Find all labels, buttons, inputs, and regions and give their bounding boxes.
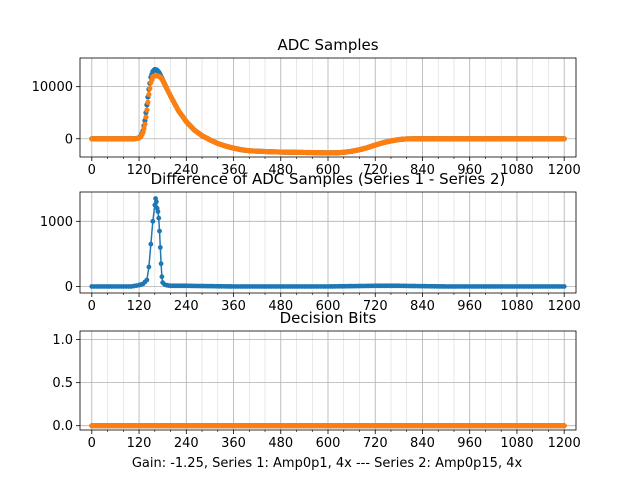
y-tick-label: 1000 <box>40 215 73 230</box>
chart-title: Decision Bits <box>280 309 377 327</box>
data-point <box>156 215 162 221</box>
data-point <box>148 241 154 247</box>
chart-panel-3: 0 120 240 360 480 600 720 840 960 1080 1200 0.0 0.5 1… <box>52 309 580 451</box>
data-point <box>146 91 152 98</box>
data-point <box>158 261 164 267</box>
y-tick-label: 0 <box>65 280 73 295</box>
data-point <box>157 244 163 250</box>
data-point <box>142 121 148 127</box>
x-tick-label: 0 <box>88 299 96 314</box>
axes-frame <box>79 330 577 431</box>
data-point <box>143 114 149 120</box>
x-tick-label: 120 <box>127 163 152 178</box>
x-tick-label: 120 <box>127 299 152 314</box>
y-tick-label: 0.0 <box>52 419 73 434</box>
data-point <box>150 218 156 224</box>
data-point <box>144 107 150 113</box>
y-tick-label: 1.0 <box>52 333 73 348</box>
x-tick-label: 1080 <box>500 163 533 178</box>
x-tick-label: 840 <box>410 299 435 314</box>
x-tick-label: 840 <box>410 163 435 178</box>
x-tick-label: 600 <box>316 436 341 451</box>
x-tick-label: 600 <box>316 299 341 314</box>
data-point <box>141 125 147 131</box>
x-tick-label: 600 <box>316 163 341 178</box>
x-tick-label: 360 <box>221 163 246 178</box>
x-tick-label: 240 <box>174 436 199 451</box>
data-point <box>561 136 567 142</box>
data-point <box>561 284 567 289</box>
x-tick-label: 480 <box>268 436 293 451</box>
x-tick-label: 0 <box>88 436 96 451</box>
chart-panel-2: 0 120 240 360 480 600 720 840 960 1080 1200 0 1000 Di… <box>40 170 581 314</box>
data-point <box>144 277 150 283</box>
axes-layer: 0 120 240 360 480 600 720 840 960 1080 1200010000A… <box>32 36 581 451</box>
data-point <box>159 274 165 280</box>
x-tick-label: 960 <box>457 436 482 451</box>
data-point <box>146 264 152 270</box>
chart-title: Difference of ADC Samples (Series 1 - Se… <box>151 170 506 188</box>
series-2 <box>89 73 567 156</box>
data-point <box>153 199 159 205</box>
x-tick-label: 720 <box>363 299 388 314</box>
series-1 <box>89 196 567 289</box>
x-tick-label: 1200 <box>548 299 581 314</box>
data-point <box>147 85 153 92</box>
data-point <box>561 423 567 429</box>
x-tick-label: 1080 <box>500 299 533 314</box>
plot-area <box>89 423 567 429</box>
x-tick-label: 240 <box>174 299 199 314</box>
x-tick-label: 1200 <box>548 163 581 178</box>
axes-frame <box>79 57 577 158</box>
plot-area <box>89 66 567 156</box>
axes-frame <box>79 191 577 294</box>
x-tick-label: 720 <box>363 163 388 178</box>
x-tick-label: 720 <box>363 436 388 451</box>
chart-title: ADC Samples <box>277 36 378 54</box>
x-tick-label: 120 <box>127 436 152 451</box>
x-tick-label: 840 <box>410 436 435 451</box>
data-point <box>157 228 162 234</box>
x-tick-label: 360 <box>221 436 246 451</box>
x-tick-label: 1200 <box>548 436 581 451</box>
y-tick-label: 10000 <box>32 80 73 95</box>
data-point <box>140 129 146 136</box>
x-tick-label: 480 <box>268 163 293 178</box>
x-tick-label: 0 <box>88 163 96 178</box>
data-point <box>145 99 151 105</box>
data-point <box>155 209 161 214</box>
y-tick-label: 0 <box>65 132 73 147</box>
series-2 <box>89 423 567 429</box>
chart-panel-1: 0 120 240 360 480 600 720 840 960 1080 1200 0 10000 A… <box>32 36 581 178</box>
figure-caption: Gain: -1.25, Series 1: Amp0p1, 4x --- Se… <box>132 456 523 471</box>
x-tick-label: 960 <box>457 299 482 314</box>
x-tick-label: 1080 <box>500 436 533 451</box>
x-tick-label: 960 <box>457 163 482 178</box>
x-tick-label: 360 <box>221 299 246 314</box>
x-tick-label: 240 <box>174 163 199 178</box>
y-tick-label: 0.5 <box>52 376 73 391</box>
x-tick-label: 480 <box>268 299 293 314</box>
plot-area <box>89 196 567 289</box>
